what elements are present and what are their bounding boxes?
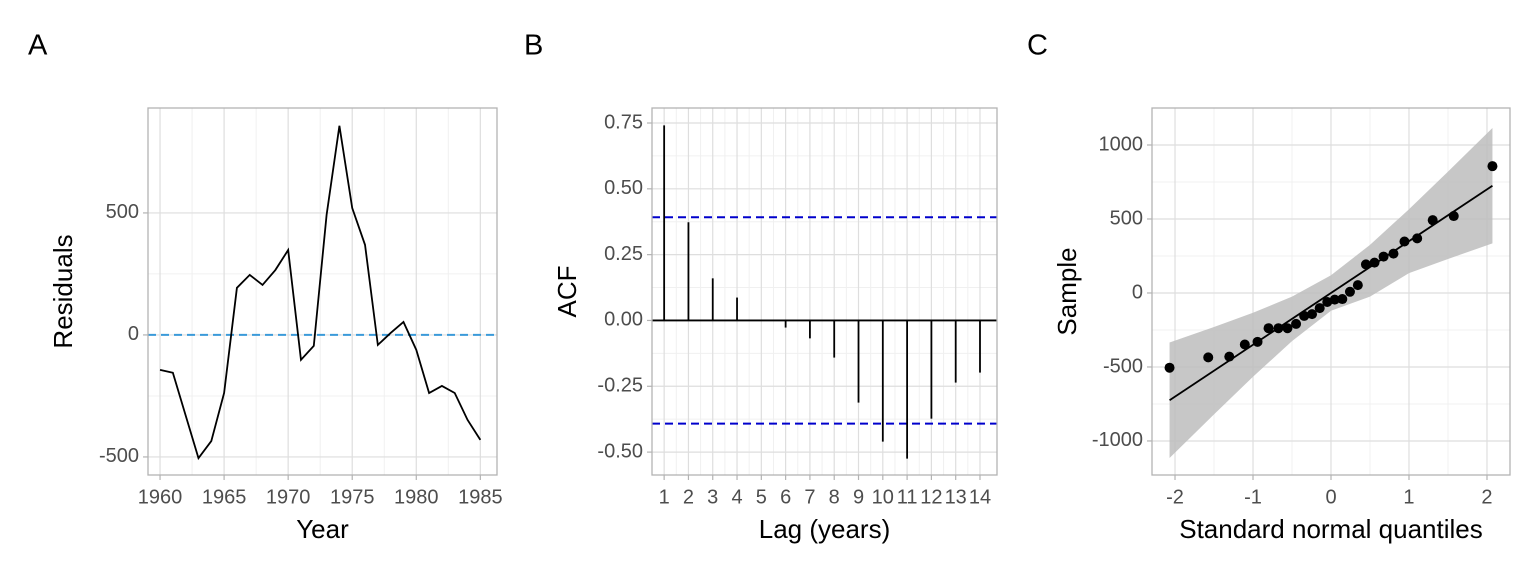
- y-tick-label: 1000: [1099, 133, 1144, 155]
- data-point: [1427, 215, 1438, 226]
- data-point: [1344, 286, 1355, 297]
- data-point: [1337, 294, 1348, 305]
- y-tick-label: 0: [1132, 281, 1143, 303]
- data-point: [1487, 161, 1498, 172]
- x-tick-label: 13: [945, 486, 967, 508]
- x-tick-label: 1965: [202, 486, 247, 508]
- y-tick-label: 500: [106, 201, 139, 223]
- data-point: [1388, 248, 1399, 259]
- y-tick-label: 500: [1110, 207, 1143, 229]
- x-axis-title: Standard normal quantiles: [1179, 514, 1483, 544]
- y-tick-label: 0.25: [604, 243, 643, 265]
- y-axis-title: Residuals: [48, 234, 78, 348]
- x-tick-label: 5: [756, 486, 767, 508]
- x-tick-label: 1: [1403, 486, 1414, 508]
- data-point: [1239, 339, 1250, 350]
- data-point: [1291, 318, 1302, 329]
- data-point: [1448, 211, 1459, 222]
- data-point: [1224, 351, 1235, 362]
- y-tick-label: -1000: [1092, 429, 1143, 451]
- x-axis-title: Year: [296, 514, 349, 544]
- data-point: [1282, 323, 1293, 334]
- data-point: [1164, 362, 1175, 373]
- x-tick-label: -1: [1244, 486, 1262, 508]
- data-point: [1369, 257, 1380, 268]
- data-line: [159, 125, 482, 461]
- y-tick-label: 0.75: [604, 111, 643, 133]
- panel-tag: A: [28, 30, 48, 62]
- x-tick-label: 1980: [394, 486, 439, 508]
- data-point: [1399, 236, 1410, 247]
- data-point: [1203, 352, 1214, 363]
- x-tick-label: 11: [897, 486, 918, 508]
- data-point: [1329, 294, 1340, 305]
- x-tick-label: 14: [969, 486, 991, 508]
- x-tick-label: 1985: [458, 486, 503, 508]
- data-point: [1412, 233, 1423, 244]
- y-tick-label: -500: [1103, 355, 1143, 377]
- plot-frame: [147, 107, 498, 476]
- x-tick-label: -2: [1166, 486, 1184, 508]
- x-tick-label: 1960: [138, 486, 183, 508]
- x-tick-label: 3: [707, 486, 718, 508]
- y-tick-label: -0.50: [597, 440, 643, 462]
- y-tick-label: 0: [128, 323, 139, 345]
- x-tick-label: 4: [731, 486, 742, 508]
- y-axis-title: Sample: [1052, 247, 1082, 335]
- x-tick-label: 1975: [330, 486, 375, 508]
- data-point: [1314, 303, 1325, 314]
- data-point: [1252, 336, 1263, 347]
- x-tick-label: 1970: [266, 486, 311, 508]
- x-axis-title: Lag (years): [759, 514, 891, 544]
- y-tick-label: 0.00: [604, 309, 643, 331]
- plot-frame: [1151, 107, 1511, 476]
- x-tick-label: 1: [659, 486, 670, 508]
- y-tick-label: 0.50: [604, 177, 643, 199]
- data-point: [1352, 280, 1363, 291]
- x-tick-label: 9: [853, 486, 864, 508]
- y-axis-title: ACF: [552, 266, 582, 318]
- panel-tag: C: [1027, 30, 1048, 62]
- x-tick-label: 6: [780, 486, 791, 508]
- x-tick-label: 8: [829, 486, 840, 508]
- data-point: [1263, 323, 1274, 334]
- x-tick-label: 7: [804, 486, 815, 508]
- data-point: [1307, 309, 1318, 320]
- data-point: [1378, 251, 1389, 262]
- y-tick-label: -0.25: [597, 375, 643, 397]
- panel-tag: B: [524, 30, 543, 62]
- x-tick-label: 2: [683, 486, 694, 508]
- plot-frame: [651, 107, 998, 476]
- data-point: [1273, 323, 1284, 334]
- x-tick-label: 2: [1481, 486, 1492, 508]
- fit-line: [1169, 184, 1493, 402]
- data-point: [1299, 310, 1310, 321]
- x-tick-label: 10: [872, 486, 894, 508]
- y-tick-label: -500: [99, 445, 139, 467]
- data-point: [1360, 259, 1371, 270]
- x-tick-label: 12: [920, 486, 942, 508]
- x-tick-label: 0: [1325, 486, 1336, 508]
